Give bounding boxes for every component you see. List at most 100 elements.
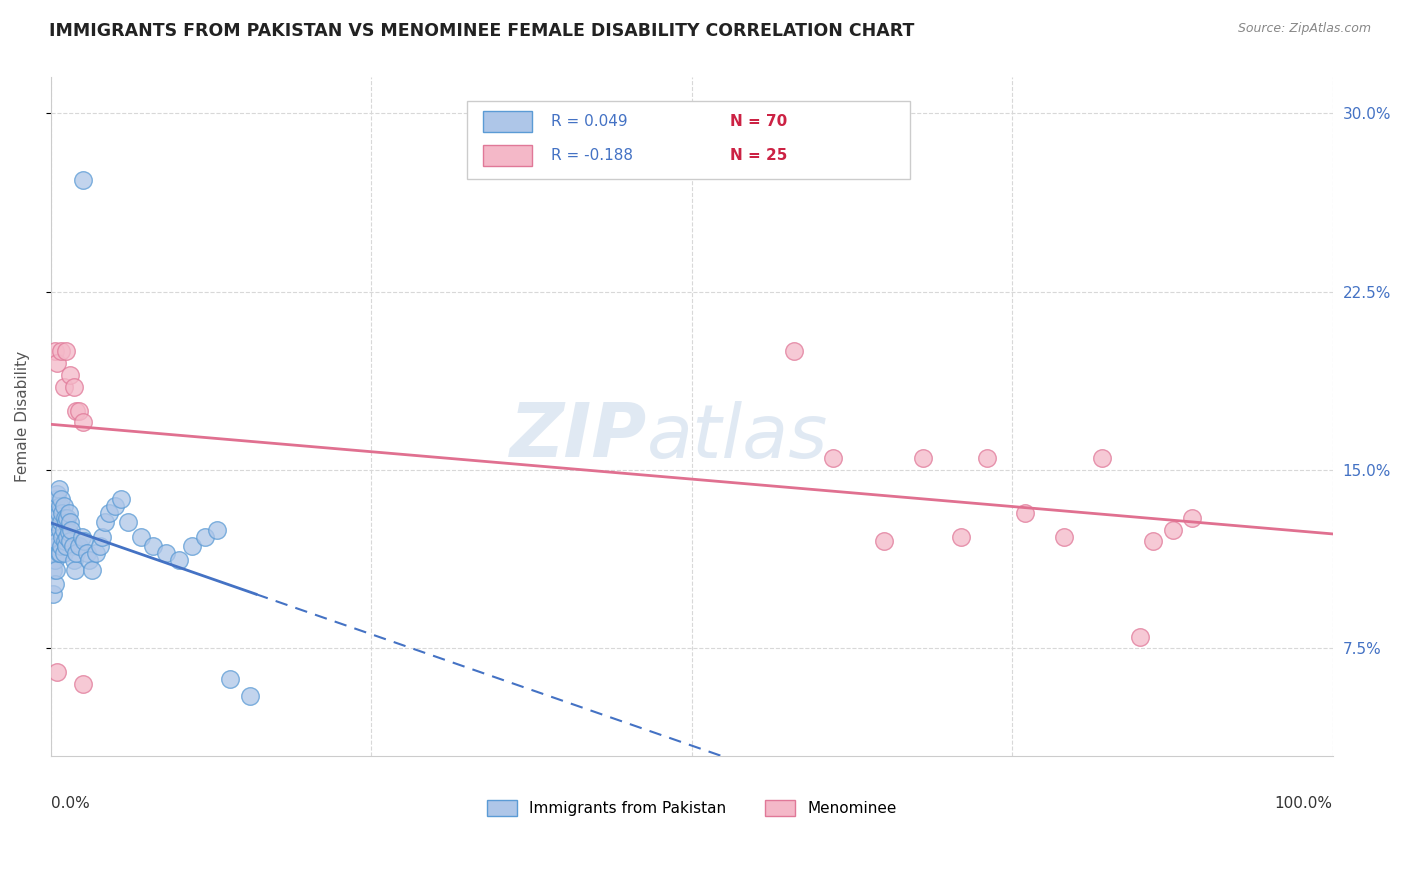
Point (1129, 630, 1152, 644)
Point (51, 530, 73, 544)
Point (873, 534, 896, 549)
Point (65, 403, 87, 417)
Text: 100.0%: 100.0% (1275, 797, 1333, 811)
Point (42, 523, 65, 537)
Bar (467, 101, 910, 179)
Point (84, 546, 107, 560)
Text: R = 0.049: R = 0.049 (551, 114, 627, 129)
Text: IMMIGRANTS FROM PAKISTAN VS MENOMINEE FEMALE DISABILITY CORRELATION CHART: IMMIGRANTS FROM PAKISTAN VS MENOMINEE FE… (49, 22, 914, 40)
Point (56, 530, 79, 544)
Point (49, 523, 72, 537)
Point (104, 499, 127, 513)
Point (950, 530, 973, 544)
Point (44, 530, 66, 544)
Point (49, 499, 72, 513)
Point (117, 516, 139, 530)
Point (72, 173, 94, 187)
Point (48, 546, 70, 560)
Point (49, 491, 72, 506)
Point (70, 530, 93, 544)
Point (167, 553, 190, 567)
Point (62, 539, 84, 553)
Point (51, 506, 73, 520)
Point (142, 539, 165, 553)
Text: ZIP: ZIP (510, 401, 647, 474)
Point (45, 491, 67, 506)
Point (155, 546, 177, 560)
Point (821, 451, 844, 466)
Point (58, 524, 80, 539)
Point (110, 491, 132, 506)
Point (52, 499, 75, 513)
Point (1181, 510, 1204, 524)
Point (42, 546, 65, 560)
Text: 0.0%: 0.0% (51, 797, 90, 811)
Point (55, 344, 77, 359)
Point (41, 510, 63, 524)
Point (49, 344, 72, 359)
Point (46, 665, 69, 680)
Y-axis label: Female Disability: Female Disability (15, 351, 30, 482)
Point (180, 539, 202, 553)
Legend: Immigrants from Pakistan, Menominee: Immigrants from Pakistan, Menominee (481, 794, 903, 822)
Point (52, 380, 75, 394)
Point (44, 553, 66, 567)
Point (60, 523, 83, 537)
Point (91, 530, 114, 544)
Point (59, 516, 82, 530)
Text: atlas: atlas (647, 401, 828, 473)
Point (59, 534, 82, 549)
Point (49, 539, 72, 553)
Point (129, 530, 152, 544)
Point (49, 516, 72, 530)
Point (52, 546, 75, 560)
Point (45, 516, 67, 530)
Point (59, 368, 82, 382)
Text: R = -0.188: R = -0.188 (551, 148, 633, 163)
Point (46, 487, 69, 501)
Point (55, 516, 77, 530)
Point (72, 677, 94, 691)
Point (46, 534, 69, 549)
Point (194, 530, 217, 544)
Point (42, 587, 65, 601)
Point (76, 546, 98, 560)
Point (1091, 451, 1114, 466)
Point (41, 534, 63, 549)
Point (65, 546, 87, 560)
Point (976, 451, 998, 466)
Point (56, 510, 79, 524)
Point (911, 451, 934, 466)
Point (58, 506, 80, 520)
Point (45, 539, 67, 553)
Point (42, 563, 65, 577)
Point (48, 506, 70, 520)
Point (1014, 506, 1036, 520)
Point (46, 356, 69, 370)
Point (1142, 534, 1164, 549)
Point (52, 523, 75, 537)
Point (79, 553, 101, 567)
Point (72, 416, 94, 430)
Point (89, 539, 111, 553)
Point (73, 534, 96, 549)
Point (219, 673, 242, 687)
Point (45, 563, 67, 577)
Point (67, 403, 90, 417)
Bar (482, 145, 531, 166)
Point (93, 516, 115, 530)
Point (1052, 530, 1074, 544)
Point (53, 534, 76, 549)
Point (49, 546, 72, 560)
Point (44, 506, 66, 520)
Point (63, 563, 86, 577)
Point (63, 380, 86, 394)
Point (1161, 523, 1184, 537)
Point (67, 539, 90, 553)
Point (53, 510, 76, 524)
Point (783, 344, 806, 359)
Bar (482, 111, 531, 132)
Point (46, 510, 69, 524)
Text: N = 70: N = 70 (730, 114, 787, 129)
Point (48, 482, 70, 496)
